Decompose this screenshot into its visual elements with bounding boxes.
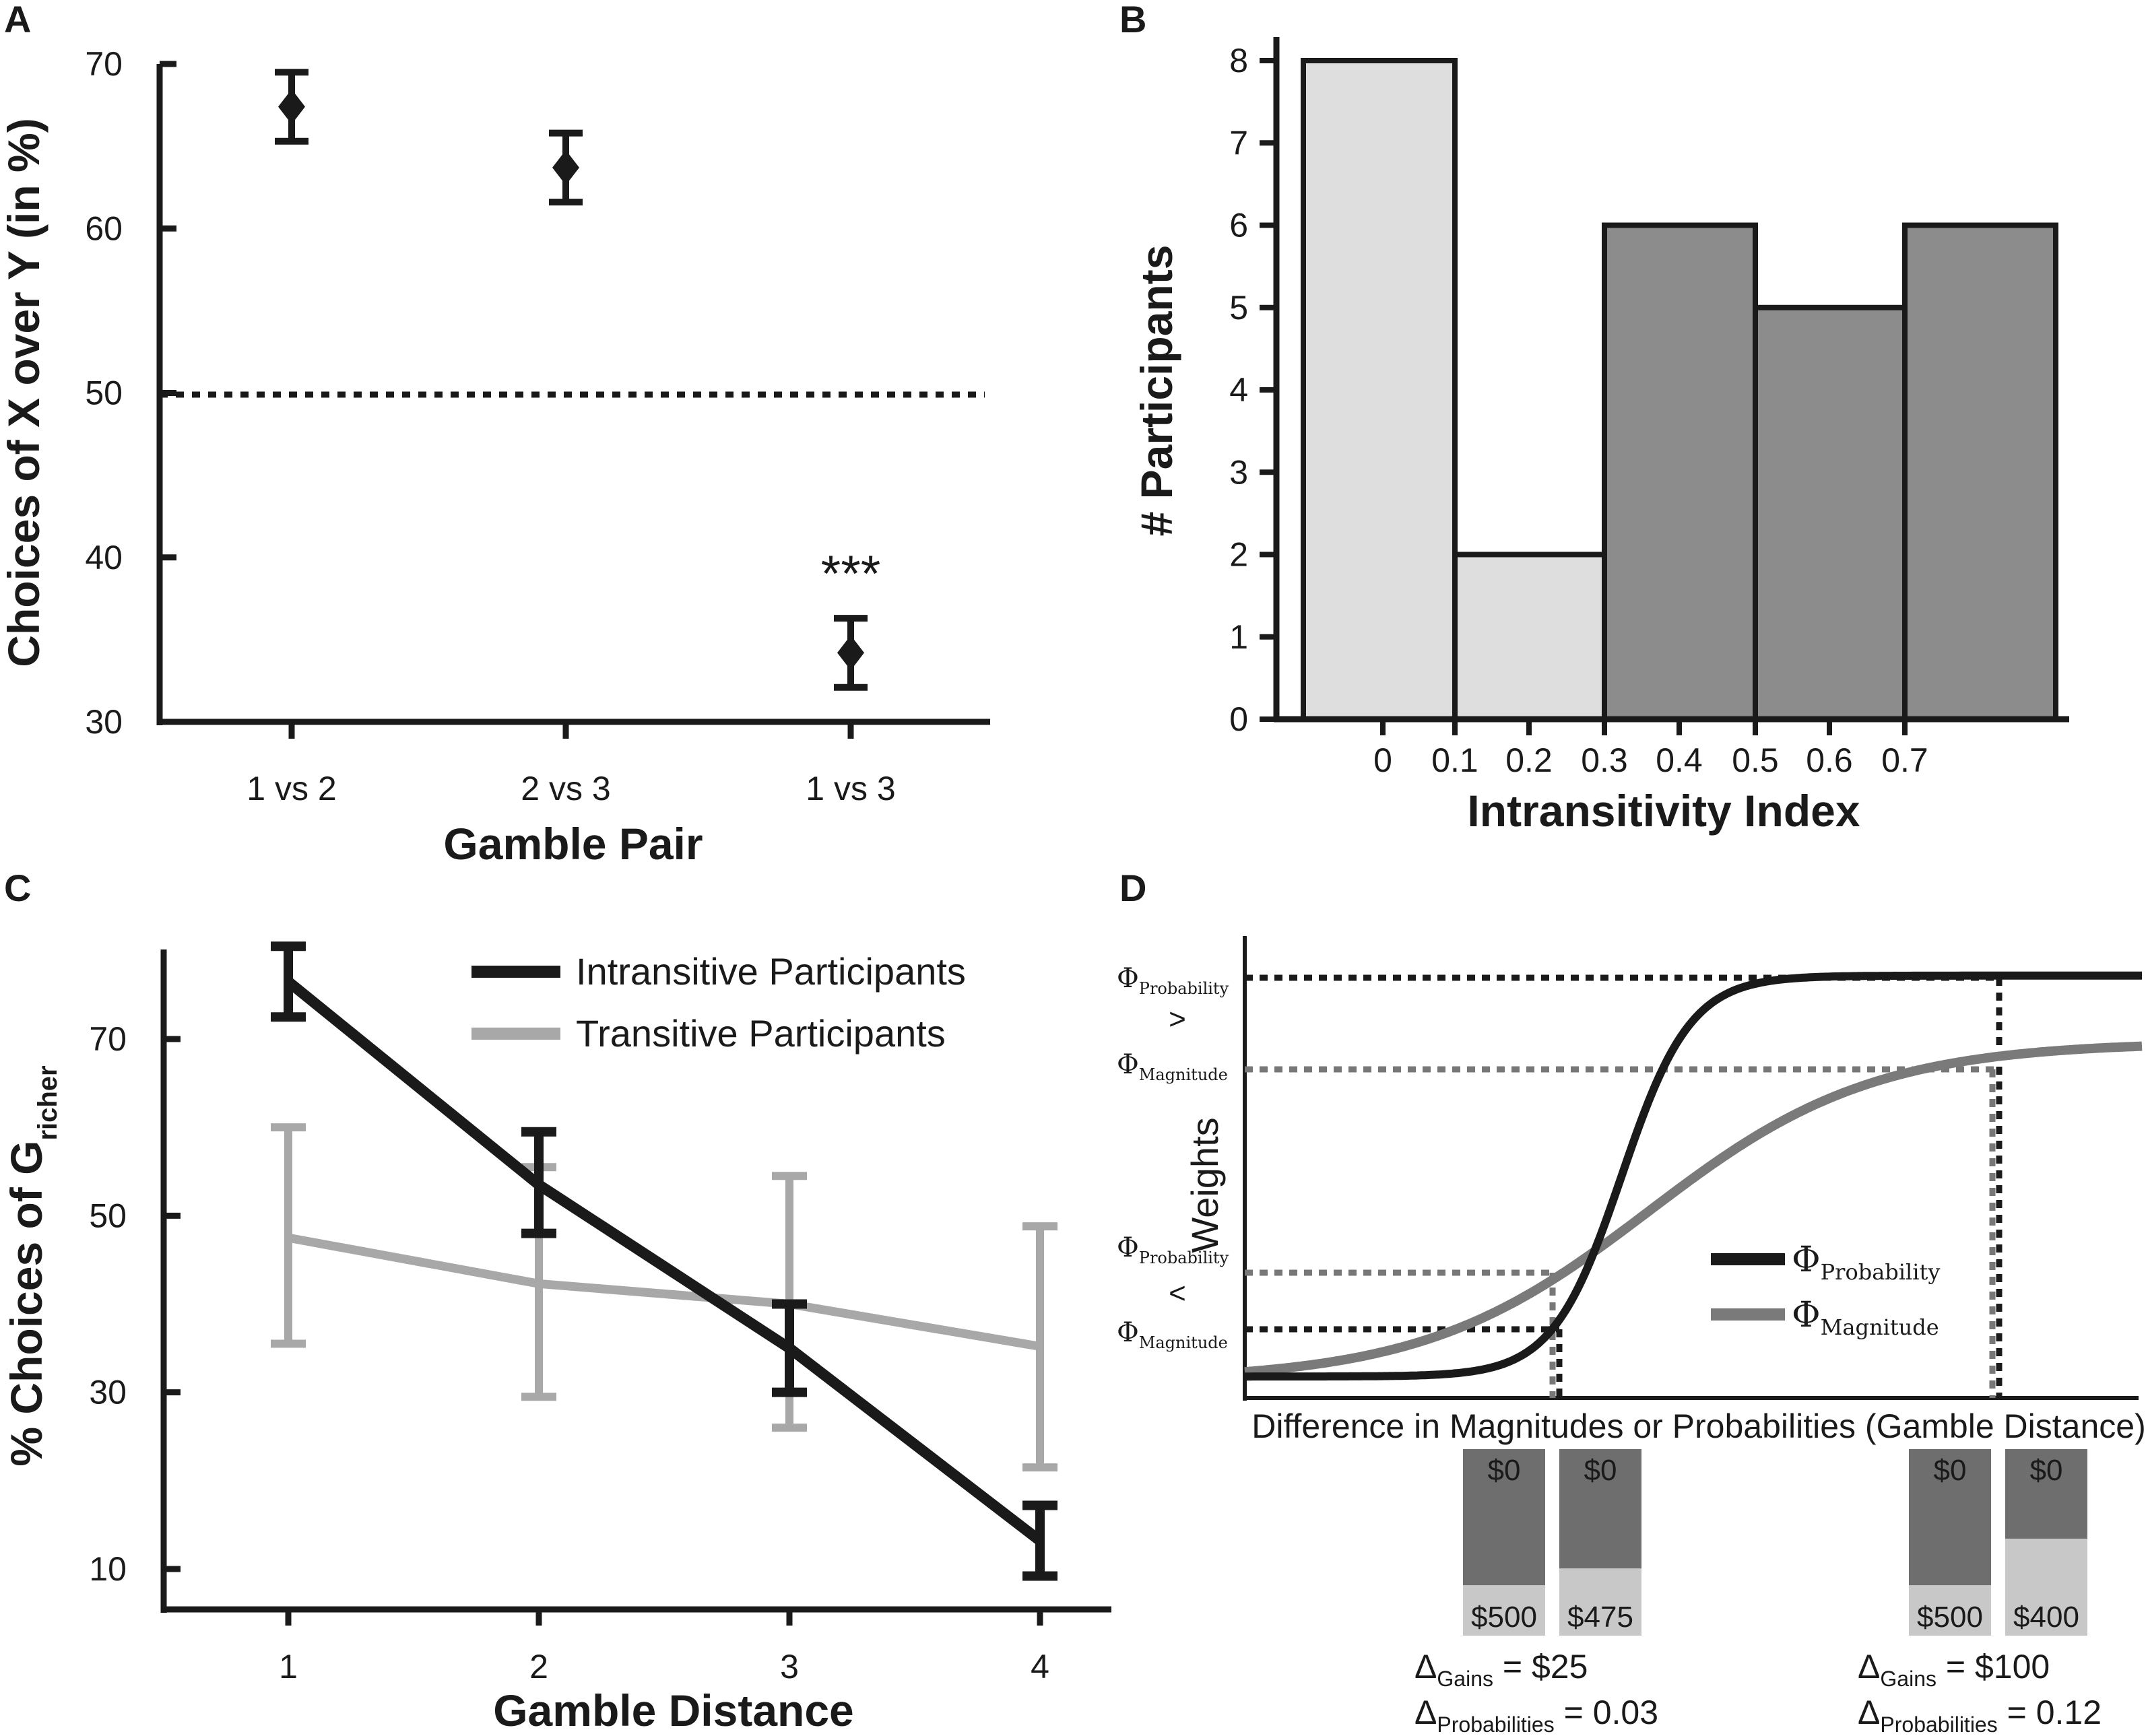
panel-c-line-intransitive <box>284 977 1043 1545</box>
gamble-right-b-top-label: $0 <box>2030 1454 2063 1487</box>
panel-b-y-tick-label: 6 <box>1229 207 1248 244</box>
panel-a-x-tick-label: 2 vs 3 <box>521 770 610 807</box>
gamble-right-delta-gains: ΔGains = $100 <box>1858 1648 2050 1691</box>
panel-b: B 0 1 2 3 4 5 6 7 8 0 0.1 0.2 0.3 0.4 0.5 0.6 0.7 Intra… <box>1119 0 2069 836</box>
panel-c-x-tick-label: 3 <box>780 1648 799 1685</box>
panel-d-x-title: Difference in Magnitudes or Probabilitie… <box>1251 1407 2145 1445</box>
panel-a-label: A <box>4 0 31 40</box>
panel-c-legend-intransitive: Intransitive Participants <box>576 950 966 993</box>
panel-b-y-tick-label: 8 <box>1229 42 1248 79</box>
gamble-right-delta-probabilities: ΔProbabilities = 0.12 <box>1858 1694 2102 1736</box>
gamble-left-a-win <box>1463 1585 1545 1636</box>
panel-a-point <box>837 635 864 671</box>
gamble-right-b-bottom-label: $400 <box>2013 1601 2079 1634</box>
panel-c-line-transitive <box>287 1233 1041 1351</box>
gamble-pair-right: $0 $500 $0 $400 ΔGains = $100 ΔProbabili… <box>1858 1449 2102 1736</box>
panel-c-y-tick-label: 70 <box>89 1020 127 1058</box>
panel-b-bar <box>1602 222 1758 722</box>
panel-b-x-tick-label: 0.2 <box>1505 741 1553 779</box>
phi-probability-curve <box>1245 971 2142 1381</box>
panel-c-x-tick-label: 1 <box>279 1648 298 1685</box>
panel-b-x-tick-label: 0.7 <box>1881 741 1928 779</box>
panel-a-y-tick-label: 70 <box>85 45 123 83</box>
panel-d-legend-magnitude: ΦMagnitude <box>1792 1295 1939 1340</box>
panel-b-x-tick-label: 0 <box>1373 741 1392 779</box>
label-phi-probability-top: ΦProbability <box>1117 963 1229 998</box>
panel-b-y-tick-label: 3 <box>1229 453 1248 491</box>
gamble-pair-left: $0 $500 $0 $475 ΔGains = $25 ΔProbabilit… <box>1414 1449 1658 1736</box>
panel-b-y-tick-label: 7 <box>1229 124 1248 162</box>
gamble-left-b-bottom-label: $475 <box>1567 1601 1633 1634</box>
phi-magnitude-curve <box>1244 1041 2143 1377</box>
panel-c-x-title: Gamble Distance <box>493 1685 854 1735</box>
panel-b-bar <box>1301 58 1458 722</box>
panel-d-label: D <box>1119 867 1146 909</box>
panel-b-y-title: # Participants <box>1132 245 1181 537</box>
panel-a-y-title: Choices of X over Y (in %) <box>0 118 48 667</box>
panel-a-y-tick-label: 40 <box>85 539 123 576</box>
panel-b-x-tick-label: 0.5 <box>1732 741 1779 779</box>
panel-a-x-title: Gamble Pair <box>443 819 703 869</box>
panel-b-x-tick-label: 0.3 <box>1581 741 1628 779</box>
panel-b-y-tick-label: 5 <box>1229 289 1248 327</box>
panel-c-x-tick-label: 2 <box>529 1648 548 1685</box>
gamble-left-delta-gains: ΔGains = $25 <box>1414 1648 1588 1691</box>
panel-b-x-tick-label: 0.1 <box>1431 741 1478 779</box>
label-phi-magnitude-top: ΦMagnitude <box>1117 1049 1228 1084</box>
gamble-left-b-win <box>1559 1568 1641 1636</box>
panel-c-y-tick-label: 10 <box>89 1550 127 1588</box>
panel-a-y-tick-label: 60 <box>85 209 123 247</box>
panel-a-x-tick-label: 1 vs 2 <box>247 770 336 807</box>
panel-b-x-title: Intransitivity Index <box>1467 786 1860 836</box>
panel-b-bar <box>1452 552 1607 722</box>
gamble-left-b-top-label: $0 <box>1584 1454 1617 1487</box>
panel-a-y-tick-label: 50 <box>85 374 123 412</box>
panel-b-y-tick-label: 2 <box>1229 536 1248 574</box>
gamble-right-a-loss <box>1909 1449 1991 1586</box>
gamble-left-delta-probabilities: ΔProbabilities = 0.03 <box>1414 1694 1658 1736</box>
panel-a-x-tick-label: 1 vs 3 <box>806 770 895 807</box>
panel-d-legend-probability: ΦProbability <box>1792 1240 1940 1285</box>
gamble-right-b-loss <box>2005 1449 2087 1539</box>
gamble-left-b-loss <box>1559 1449 1641 1569</box>
panel-c-y-tick-label: 30 <box>89 1374 127 1411</box>
label-phi-magnitude-bottom: ΦMagnitude <box>1117 1317 1228 1352</box>
panel-c-y-title: % Choices of Gricher <box>1 1065 63 1466</box>
label-phi-probability-bottom: ΦProbability <box>1117 1232 1229 1267</box>
panel-b-y-tick-label: 4 <box>1229 371 1248 409</box>
label-greater-than: > <box>1169 1003 1186 1036</box>
panel-a-point <box>278 89 305 125</box>
panel-b-y-tick-label: 1 <box>1229 618 1248 656</box>
panel-a: A 30 40 50 60 70 1 vs 2 2 vs 3 1 vs 3 Gamble P… <box>0 0 990 869</box>
panel-c-y-tick-label: 50 <box>89 1197 127 1234</box>
gamble-left-a-top-label: $0 <box>1488 1454 1521 1487</box>
panel-a-point <box>552 149 579 185</box>
panel-b-bar <box>1753 304 1908 722</box>
gamble-left-a-bottom-label: $500 <box>1471 1601 1537 1634</box>
label-less-than: < <box>1169 1277 1186 1310</box>
gamble-right-a-bottom-label: $500 <box>1917 1601 1983 1634</box>
gamble-right-a-win <box>1909 1585 1991 1636</box>
panel-b-label: B <box>1119 0 1146 40</box>
panel-b-y-tick-label: 0 <box>1229 700 1248 738</box>
panel-a-significance-stars: *** <box>821 545 881 603</box>
panel-b-x-tick-label: 0.4 <box>1656 741 1703 779</box>
gamble-left-a-loss <box>1463 1449 1545 1586</box>
panel-a-y-tick-label: 30 <box>85 703 123 741</box>
panel-b-x-tick-label: 0.6 <box>1806 741 1853 779</box>
panel-c-label: C <box>4 867 31 909</box>
panel-d: D Weights Difference in Magnitudes or Pr… <box>1117 867 2146 1736</box>
panel-d-y-title: Weights <box>1183 1117 1226 1253</box>
gamble-right-b-win <box>2005 1538 2087 1636</box>
panel-b-bar <box>1902 222 2058 722</box>
gamble-right-a-top-label: $0 <box>1934 1454 1967 1487</box>
panel-c: C 10 30 50 70 1 2 3 4 Intransitive Participant… <box>1 867 1111 1735</box>
panel-c-x-tick-label: 4 <box>1031 1648 1049 1685</box>
panel-c-legend-transitive: Transitive Participants <box>576 1012 946 1055</box>
